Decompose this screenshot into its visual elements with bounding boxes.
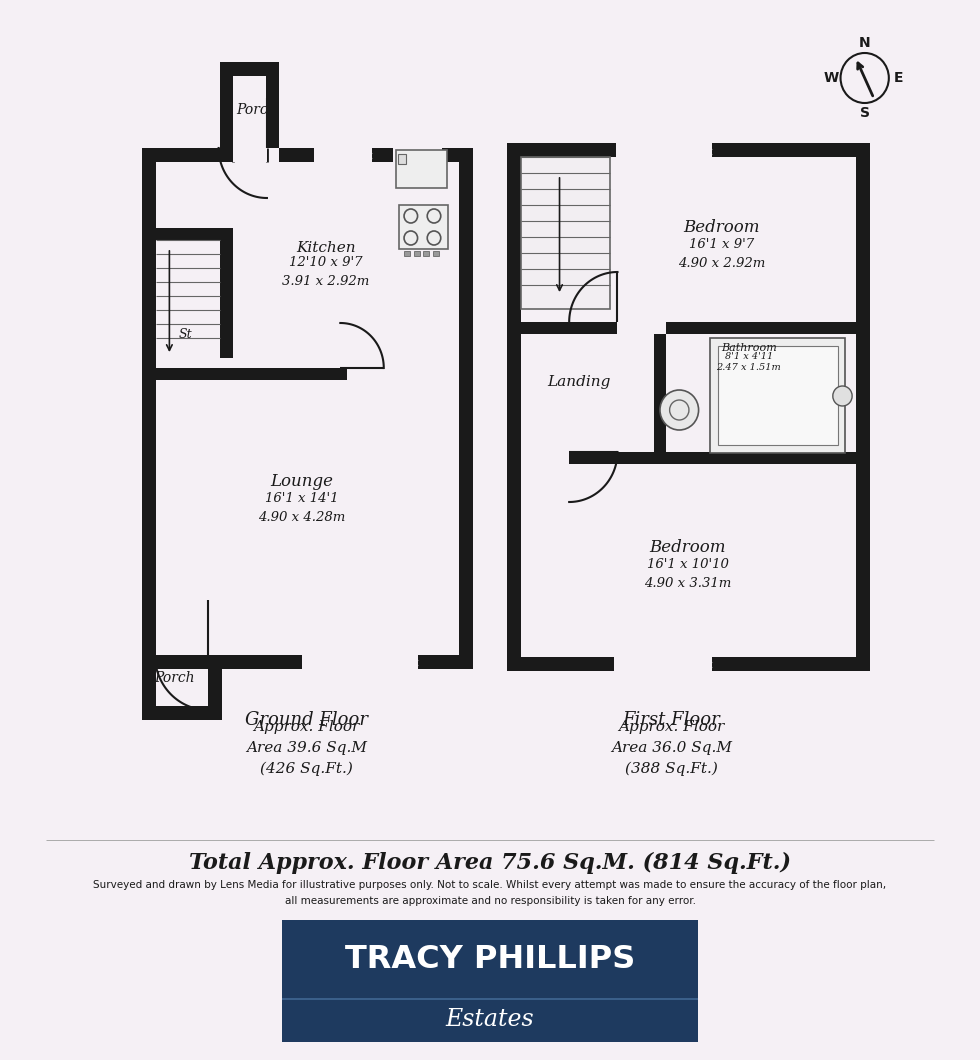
Text: TRACY PHILLIPS: TRACY PHILLIPS <box>345 944 635 975</box>
Bar <box>399 205 448 249</box>
Bar <box>208 655 221 720</box>
Bar <box>396 151 447 188</box>
Bar <box>398 154 406 164</box>
Bar <box>142 155 156 655</box>
Bar <box>423 251 429 257</box>
Text: Ground Floor: Ground Floor <box>245 711 368 729</box>
Bar <box>710 338 846 453</box>
Bar <box>613 657 712 671</box>
Text: First Floor: First Floor <box>622 711 720 729</box>
Bar <box>718 346 838 445</box>
Bar <box>615 143 712 157</box>
Bar <box>142 655 472 669</box>
Text: S: S <box>859 106 869 120</box>
Text: 16'1 x 9'7
4.90 x 2.92m: 16'1 x 9'7 4.90 x 2.92m <box>678 238 765 270</box>
Bar <box>508 452 869 464</box>
Bar <box>142 228 233 240</box>
Bar <box>142 655 156 720</box>
Bar <box>315 148 372 162</box>
Bar <box>433 251 439 257</box>
Bar <box>508 322 869 334</box>
Bar <box>856 143 869 657</box>
Bar <box>142 368 347 379</box>
Text: Surveyed and drawn by Lens Media for illustrative purposes only. Not to scale. W: Surveyed and drawn by Lens Media for ill… <box>93 880 887 906</box>
Bar <box>279 148 472 162</box>
Bar <box>521 157 610 310</box>
Bar <box>302 655 417 669</box>
Text: Bedroom: Bedroom <box>650 540 726 556</box>
Text: Bathroom: Bathroom <box>721 343 777 353</box>
Bar <box>655 322 665 464</box>
Bar <box>508 657 869 671</box>
Bar <box>459 155 472 655</box>
Text: Lounge: Lounge <box>270 474 333 491</box>
Text: Total Approx. Floor Area 75.6 Sq.M. (814 Sq.Ft.): Total Approx. Floor Area 75.6 Sq.M. (814… <box>189 852 791 874</box>
Text: St: St <box>179 329 193 341</box>
Text: Estates: Estates <box>446 1008 534 1031</box>
Text: 16'1 x 14'1
4.90 x 4.28m: 16'1 x 14'1 4.90 x 4.28m <box>258 492 345 524</box>
Text: Approx. Floor
Area 39.6 Sq.M
(426 Sq.Ft.): Approx. Floor Area 39.6 Sq.M (426 Sq.Ft.… <box>246 720 368 776</box>
Circle shape <box>660 390 699 430</box>
Bar <box>521 452 569 464</box>
Text: Kitchen: Kitchen <box>296 241 356 255</box>
Bar <box>142 706 221 720</box>
Bar <box>220 228 233 358</box>
Bar <box>233 148 267 162</box>
Bar <box>414 251 419 257</box>
Text: 12'10 x 9'7
3.91 x 2.92m: 12'10 x 9'7 3.91 x 2.92m <box>282 257 369 288</box>
Text: 16'1 x 10'10
4.90 x 3.31m: 16'1 x 10'10 4.90 x 3.31m <box>644 558 732 590</box>
Bar <box>617 322 665 334</box>
Bar <box>220 61 279 76</box>
Bar <box>508 143 521 657</box>
Bar <box>142 148 221 162</box>
Text: Porch: Porch <box>236 103 276 117</box>
Text: Porch: Porch <box>154 671 194 685</box>
Bar <box>508 143 869 157</box>
Bar <box>282 920 698 1042</box>
Text: Bedroom: Bedroom <box>683 219 760 236</box>
Bar <box>220 61 233 162</box>
Text: E: E <box>894 71 904 85</box>
Text: W: W <box>823 71 839 85</box>
Bar <box>393 148 442 162</box>
Text: Landing: Landing <box>547 375 611 389</box>
Text: 8'1 x 4'11
2.47 x 1.51m: 8'1 x 4'11 2.47 x 1.51m <box>716 352 781 372</box>
Text: N: N <box>858 36 870 50</box>
Bar <box>282 999 698 1000</box>
Bar <box>266 61 279 148</box>
Text: Approx. Floor
Area 36.0 Sq.M
(388 Sq.Ft.): Approx. Floor Area 36.0 Sq.M (388 Sq.Ft.… <box>612 720 732 776</box>
Bar <box>404 251 410 257</box>
Circle shape <box>833 386 853 406</box>
